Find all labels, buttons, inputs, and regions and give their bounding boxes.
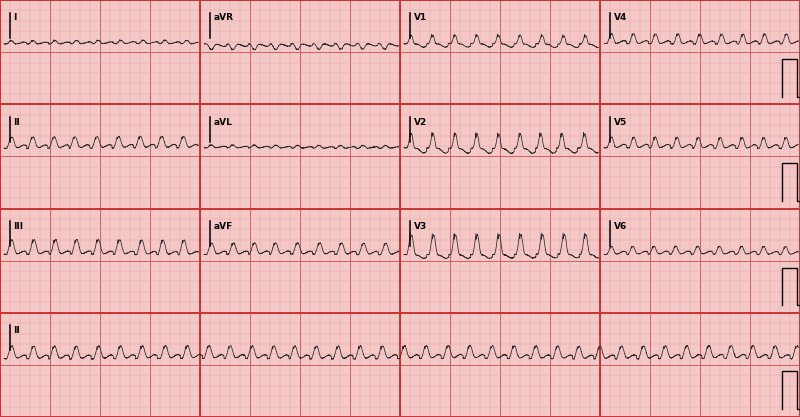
Text: aVF: aVF	[214, 222, 233, 231]
Text: V2: V2	[414, 118, 427, 127]
Text: aVR: aVR	[214, 13, 234, 23]
Text: III: III	[14, 222, 24, 231]
Text: I: I	[14, 13, 17, 23]
Text: aVL: aVL	[214, 118, 233, 127]
Text: V5: V5	[614, 118, 627, 127]
Text: V6: V6	[614, 222, 627, 231]
Text: V1: V1	[414, 13, 427, 23]
Text: II: II	[14, 118, 20, 127]
Text: V3: V3	[414, 222, 427, 231]
Text: II: II	[14, 326, 20, 335]
Text: V4: V4	[614, 13, 627, 23]
